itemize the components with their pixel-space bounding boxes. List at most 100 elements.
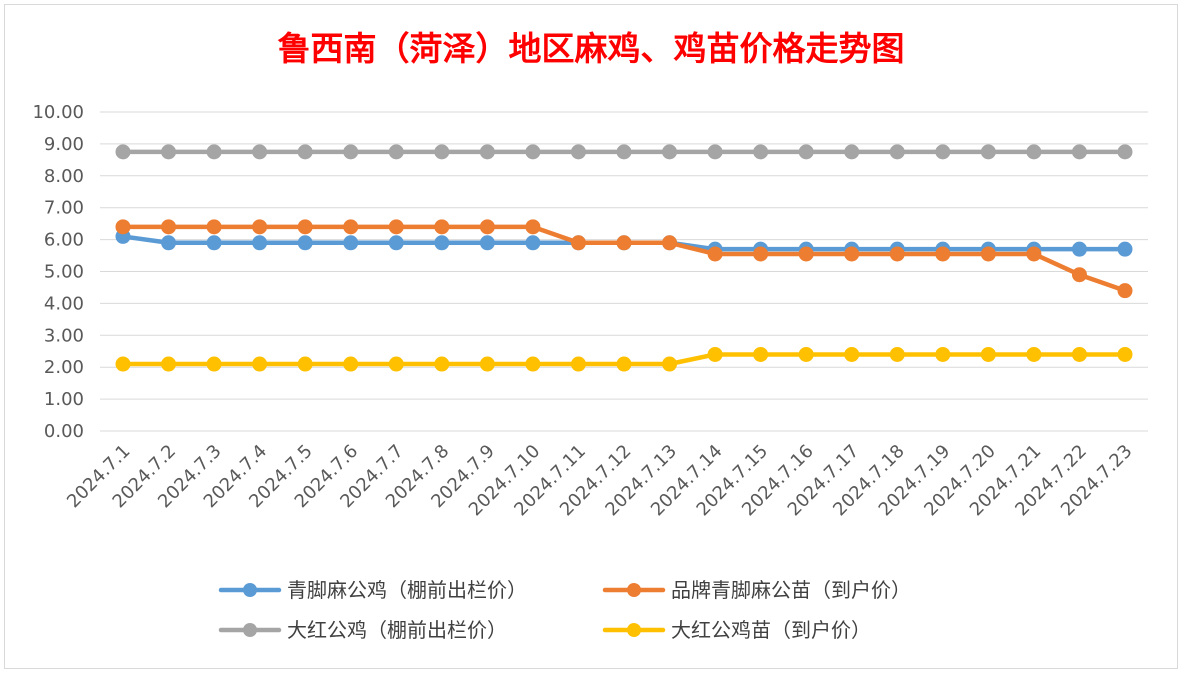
data-point [161,144,177,160]
data-point [115,356,131,372]
data-point [616,144,632,160]
chart-title: 鲁西南（菏泽）地区麻鸡、鸡苗价格走势图 [278,29,905,68]
data-point [479,235,495,251]
data-point [889,246,905,262]
data-point [434,356,450,372]
data-point [525,144,541,160]
y-axis-ticks: 0.00 1.00 2.00 3.00 4.00 5.00 6.00 7.00 8.00 9.00… [32,102,84,442]
data-point [570,144,586,160]
data-point [844,144,860,160]
data-point [1071,267,1087,283]
data-point [115,219,131,235]
data-point [252,235,268,251]
series-lines [115,144,1133,372]
y-tick-label: 9.00 [44,134,84,155]
legend-marker [627,623,641,637]
data-point [889,346,905,362]
data-point [662,356,678,372]
legend-label: 青脚麻公鸡（棚前出栏价） [287,578,527,602]
legend-label: 大红公鸡苗（到户价） [671,618,871,642]
data-point [1026,246,1042,262]
data-point [343,144,359,160]
data-point [798,144,814,160]
data-point [980,246,996,262]
data-point [479,144,495,160]
data-point [115,144,131,160]
x-axis-ticks: 2024.7.12024.7.22024.7.32024.7.42024.7.5… [63,441,1137,521]
data-point [206,235,222,251]
chart-frame [4,4,1178,669]
legend-label: 品牌青脚麻公苗（到户价） [671,578,911,602]
data-point [844,346,860,362]
data-point [388,235,404,251]
data-point [525,235,541,251]
data-point [161,219,177,235]
data-point [935,144,951,160]
data-point [1026,144,1042,160]
data-point [343,356,359,372]
data-point [980,144,996,160]
data-point [753,144,769,160]
data-point [935,346,951,362]
data-point [297,219,313,235]
data-point [889,144,905,160]
data-point [1117,144,1133,160]
legend-marker [627,583,641,597]
legend-item: 品牌青脚麻公苗（到户价） [602,578,911,602]
data-point [798,346,814,362]
data-point [662,144,678,160]
data-point [798,246,814,262]
data-point [434,219,450,235]
data-point [434,235,450,251]
data-point [935,246,951,262]
data-point [343,235,359,251]
legend-item: 大红公鸡苗（到户价） [602,618,871,642]
data-point [1071,144,1087,160]
legend-marker [243,623,257,637]
data-point [297,144,313,160]
data-point [297,235,313,251]
data-point [1071,346,1087,362]
y-tick-label: 7.00 [44,198,84,219]
data-point [479,219,495,235]
gridlines [100,111,1148,432]
data-point [616,235,632,251]
data-point [844,246,860,262]
data-point [161,235,177,251]
data-point [1117,241,1133,257]
data-point [1117,346,1133,362]
legend-item: 青脚麻公鸡（棚前出栏价） [218,578,527,602]
data-point [343,219,359,235]
data-point [753,346,769,362]
data-point [525,219,541,235]
series-1 [115,219,1133,299]
data-point [753,246,769,262]
data-point [707,144,723,160]
data-point [570,235,586,251]
y-tick-label: 5.00 [44,262,84,283]
data-point [479,356,495,372]
y-tick-label: 2.00 [44,357,84,378]
legend-item: 大红公鸡（棚前出栏价） [218,618,507,642]
data-point [1117,283,1133,299]
y-tick-label: 3.00 [44,325,84,346]
data-point [206,356,222,372]
data-point [707,346,723,362]
y-tick-label: 6.00 [44,230,84,251]
legend: 青脚麻公鸡（棚前出栏价） 品牌青脚麻公苗（到户价） 大红公鸡（棚前出栏价） 大红公鸡苗… [218,578,911,642]
data-point [434,144,450,160]
data-point [388,144,404,160]
data-point [206,144,222,160]
data-point [1026,346,1042,362]
data-point [388,356,404,372]
data-point [570,356,586,372]
data-point [525,356,541,372]
y-tick-label: 8.00 [44,166,84,187]
series-2 [115,144,1133,160]
data-point [252,356,268,372]
data-point [252,144,268,160]
y-tick-label: 10.00 [32,102,84,123]
y-tick-label: 1.00 [44,389,84,410]
legend-label: 大红公鸡（棚前出栏价） [287,618,507,642]
